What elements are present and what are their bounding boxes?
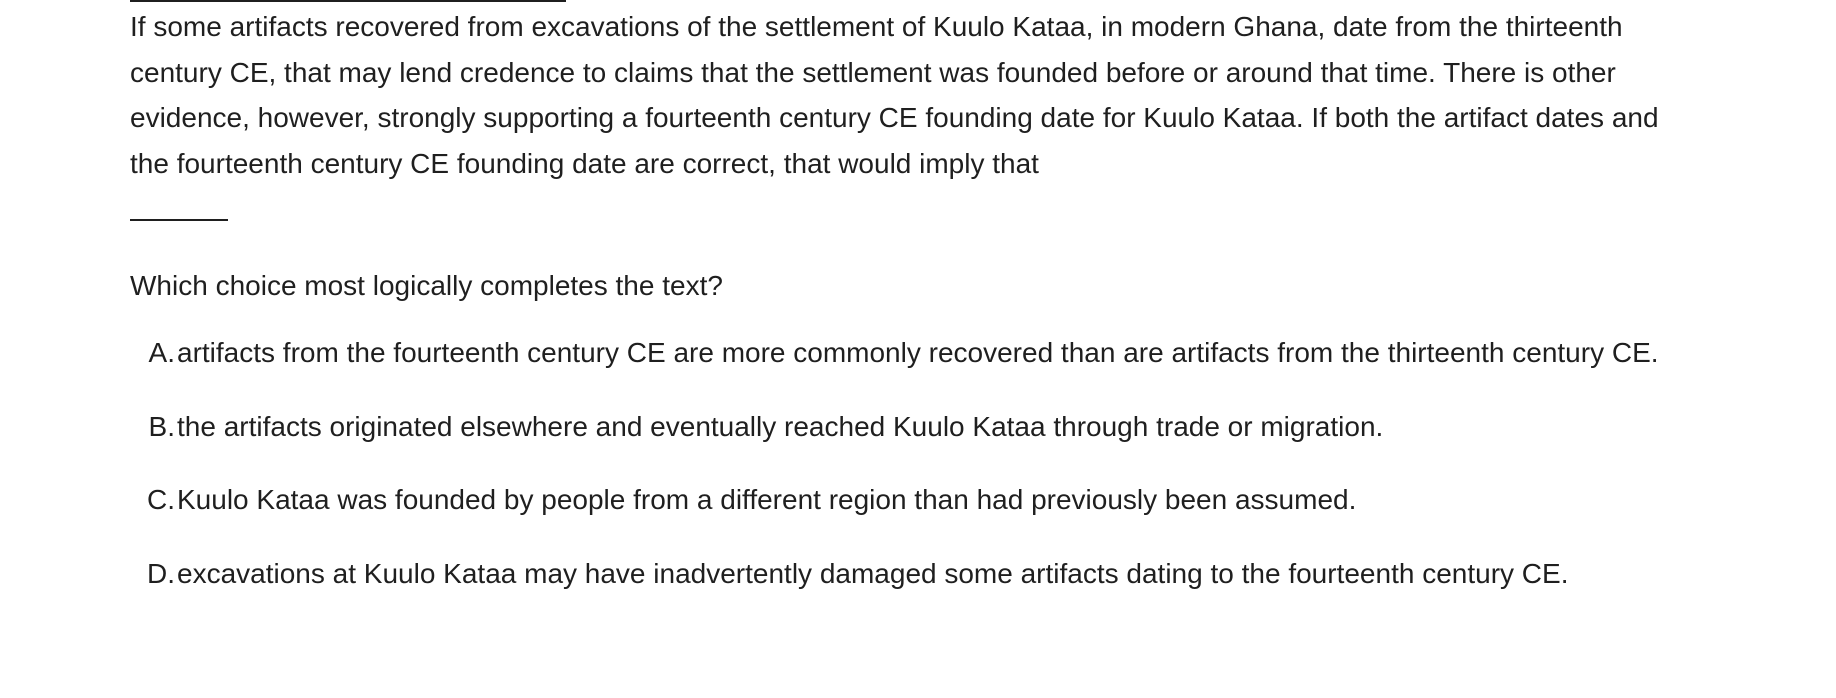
choice-c-text: Kuulo Kataa was founded by people from a… bbox=[177, 484, 1357, 515]
passage-text: If some artifacts recovered from excavat… bbox=[130, 11, 1659, 179]
top-divider bbox=[130, 0, 566, 2]
choice-c[interactable]: C. Kuulo Kataa was founded by people fro… bbox=[130, 477, 1690, 523]
choice-a[interactable]: A. artifacts from the fourteenth century… bbox=[130, 330, 1690, 376]
choice-a-letter: A. bbox=[148, 337, 175, 368]
choice-a-text: artifacts from the fourteenth century CE… bbox=[177, 337, 1659, 368]
choice-c-letter: C. bbox=[147, 484, 175, 515]
choice-d[interactable]: D. excavations at Kuulo Kataa may have i… bbox=[130, 551, 1690, 597]
choice-b[interactable]: B. the artifacts originated elsewhere an… bbox=[130, 404, 1690, 450]
choice-d-letter: D. bbox=[147, 557, 175, 589]
answer-choices: A. artifacts from the fourteenth century… bbox=[130, 330, 1690, 624]
choice-b-text: the artifacts originated elsewhere and e… bbox=[177, 410, 1384, 442]
choice-b-letter: B. bbox=[148, 410, 175, 442]
completion-blank bbox=[130, 219, 228, 221]
question-prompt: Which choice most logically completes th… bbox=[130, 270, 723, 301]
choice-d-text: excavations at Kuulo Kataa may have inad… bbox=[177, 557, 1569, 589]
